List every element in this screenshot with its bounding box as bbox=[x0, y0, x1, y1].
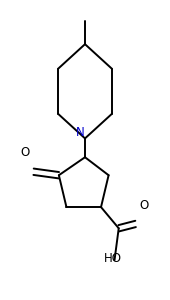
Text: N: N bbox=[76, 126, 85, 139]
Text: O: O bbox=[20, 146, 29, 159]
Text: O: O bbox=[139, 199, 149, 212]
Text: HO: HO bbox=[104, 253, 122, 266]
